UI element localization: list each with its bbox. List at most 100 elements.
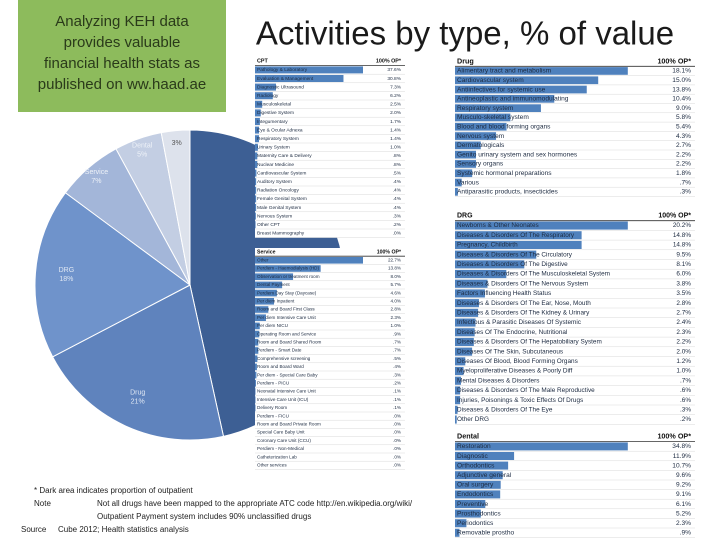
row-label: Restoration	[457, 443, 491, 450]
row-value: .7%	[393, 340, 401, 345]
row-value: 1.7%	[390, 119, 402, 125]
row-label: Myeloproliferative Diseases & Poorly Dif…	[457, 368, 573, 375]
row-label: Room and Board First Class	[257, 307, 315, 312]
row-value: .3%	[393, 213, 402, 219]
row-label: Other	[257, 258, 269, 263]
row-label: Factors Influencing Health Status	[457, 290, 551, 297]
row-value: 5.7%	[391, 282, 401, 287]
table-header-value: 100% OP*	[377, 249, 402, 255]
row-value: .7%	[680, 179, 691, 186]
row-value: 14.8%	[673, 242, 691, 249]
row-value: 2.5%	[390, 102, 402, 108]
row-label: Per diem NICU	[257, 323, 288, 328]
row-label: Perdiem - Haemodialysis (HD)	[257, 266, 319, 271]
row-label: Mental Diseases & Disorders	[457, 377, 539, 384]
row-value: .3%	[680, 189, 691, 196]
row-value: 2.3%	[676, 520, 691, 527]
row-value: .4%	[393, 205, 402, 211]
row-label: Cardiovascular system	[457, 77, 524, 84]
row-value: .5%	[393, 356, 401, 361]
row-value: 2.2%	[676, 339, 691, 346]
row-value: 1.0%	[391, 323, 401, 328]
row-value: 6.0%	[676, 271, 691, 278]
row-label: Diseases & Disorders Of The Eye	[457, 407, 553, 414]
row-value: 9.0%	[676, 105, 691, 112]
row-label: Respiratory system	[457, 105, 514, 112]
row-label: Respiratory System	[257, 136, 299, 142]
row-value: .5%	[393, 170, 402, 176]
row-label: Perdiem - Smart Date	[257, 348, 302, 353]
row-value: 4.0%	[391, 299, 401, 304]
source-label: Source	[21, 525, 47, 534]
note-line: Not all drugs have been mapped to the ap…	[97, 499, 413, 508]
row-label: Prosthodontics	[457, 510, 501, 517]
row-value: .6%	[680, 387, 691, 394]
row-value: 13.8%	[672, 86, 691, 93]
row-value: 3.5%	[676, 290, 691, 297]
row-label: Maternity Care & Delivery	[257, 153, 312, 159]
row-value: 6.1%	[676, 501, 691, 508]
row-value: 7.3%	[390, 84, 402, 90]
row-value: 2.7%	[676, 310, 691, 317]
row-label: Dental Payment	[257, 282, 290, 287]
row-value: 2.8%	[676, 300, 691, 307]
row-label: Perdiem Day Stay (Daycase)	[257, 290, 317, 295]
slice-value: 18%	[59, 276, 73, 283]
row-value: 1.8%	[676, 170, 691, 177]
row-label: Radiology	[257, 93, 279, 99]
row-label: Per diem - Special Care Baby	[257, 372, 318, 377]
row-value: 2.3%	[391, 315, 401, 320]
row-label: Comprehensive screening	[257, 356, 311, 361]
row-label: Nuclear Medicine	[257, 162, 294, 168]
row-value: 8.0%	[391, 274, 401, 279]
row-label: Antineoplastic and immunomodulating	[457, 96, 569, 103]
slice-label: DRG	[59, 267, 75, 274]
table-header: Drug	[457, 57, 474, 66]
row-label: Other services	[257, 463, 287, 468]
row-value: 2.0%	[676, 348, 691, 355]
row-label: Endodontics	[457, 491, 494, 498]
row-value: 34.8%	[672, 443, 691, 450]
row-label: Diagnostic Ultrasound	[257, 84, 304, 90]
row-label: Diseases Of The Endocrine, Nutritional	[457, 329, 567, 336]
row-value: 14.8%	[673, 232, 691, 239]
row-label: Newborns & Other Neonates	[457, 222, 539, 229]
row-bar	[255, 178, 256, 185]
row-value: .0%	[393, 463, 401, 468]
table-header-value: 100% OP*	[658, 213, 691, 220]
row-label: Dermatologicals	[457, 142, 505, 149]
row-value: .7%	[393, 348, 401, 353]
table-header: DRG	[457, 213, 473, 220]
row-label: Operating Room and Service	[257, 331, 317, 336]
row-value: 1.0%	[676, 368, 691, 375]
row-value: .2%	[680, 416, 691, 423]
row-label: Removable prostho	[457, 530, 515, 537]
slice-value: 3%	[172, 140, 182, 147]
row-value: 30.8%	[387, 76, 401, 82]
table-header-value: 100% OP*	[657, 57, 691, 66]
row-label: Radiation Oncology	[257, 188, 299, 194]
row-label: Cardiovascular System	[257, 170, 306, 176]
note-label: Note	[34, 499, 51, 508]
row-label: Eye & Ocular Adnexa	[257, 127, 303, 133]
row-label: Diseases & Disorders Of The Digestive	[457, 261, 568, 268]
table-header: Service	[257, 249, 276, 255]
row-label: Digestive System	[257, 110, 294, 116]
row-label: Intensive Care Unit (ICU)	[257, 397, 309, 402]
row-value: 37.6%	[387, 67, 401, 73]
row-value: .0%	[393, 422, 401, 427]
row-value: 2.4%	[676, 319, 691, 326]
row-label: Preventive	[457, 501, 488, 508]
row-value: 4.6%	[391, 290, 401, 295]
row-value: 2.8%	[391, 307, 401, 312]
row-label: Musculo-skeletal system	[457, 114, 529, 121]
row-value: .1%	[393, 405, 401, 410]
slice-value: 21%	[131, 398, 145, 405]
slice-label: Dental	[132, 143, 153, 150]
row-label: Diseases & Disorders Of The Nervous Syst…	[457, 280, 588, 287]
